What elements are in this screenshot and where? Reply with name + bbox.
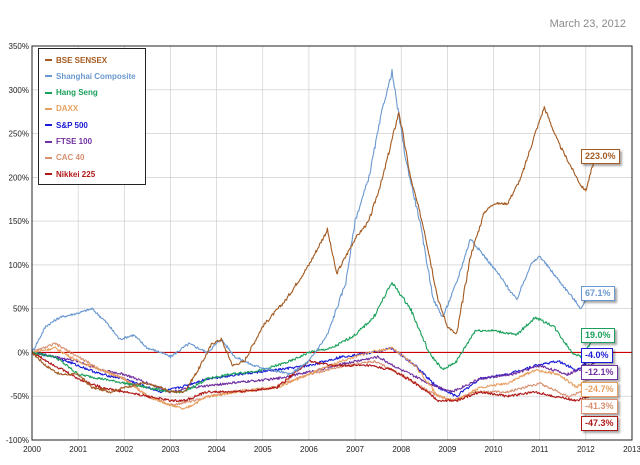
- y-tick-label: -100%: [6, 436, 29, 445]
- x-tick-label: 2010: [485, 445, 503, 454]
- y-tick-label: 200%: [9, 173, 29, 182]
- legend-swatch: [45, 173, 52, 176]
- legend-item: Shanghai Composite: [45, 70, 136, 82]
- legend-item: Hang Seng: [45, 87, 98, 99]
- x-tick-label: 2006: [300, 445, 318, 454]
- series-lines: [31, 68, 596, 410]
- series-line-shanghai-composite: [31, 68, 596, 376]
- x-tick-label: 2011: [531, 445, 549, 454]
- end-value-label: -12.1%: [581, 364, 618, 380]
- y-tick-label: 300%: [9, 86, 29, 95]
- end-value-label: 19.0%: [581, 327, 615, 343]
- x-tick-label: 2005: [254, 445, 272, 454]
- x-tick-label: 2013: [623, 445, 640, 454]
- legend-item: Nikkei 225: [45, 168, 95, 180]
- y-tick-label: 150%: [9, 217, 29, 226]
- series-line-nikkei-225: [31, 351, 596, 403]
- legend-label: FTSE 100: [56, 137, 93, 146]
- end-value-label: -24.7%: [581, 381, 618, 397]
- x-tick-label: 2001: [69, 445, 87, 454]
- y-axis-ticks: 350% 300% 250% 200% 150% 100% 50% 0% -50% -100%: [6, 42, 29, 445]
- x-axis-ticks: 2000 2001 2002 2003 2004 2005 2006 2007 2008 2009…: [23, 445, 640, 454]
- series-line-bse-sensex: [31, 106, 596, 394]
- legend-item: BSE SENSEX: [45, 54, 107, 66]
- series-line-hang-seng: [31, 282, 596, 394]
- legend-swatch: [45, 59, 52, 61]
- legend-item: FTSE 100: [45, 136, 92, 148]
- end-value-label: -47.3%: [581, 415, 618, 431]
- end-value-label: 223.0%: [581, 149, 620, 165]
- plot-frame: [31, 45, 633, 441]
- x-tick-label: 2000: [23, 445, 41, 454]
- legend-label: Hang Seng: [56, 88, 98, 98]
- y-tick-label: 100%: [9, 261, 29, 270]
- date-label: March 23, 2012: [549, 18, 626, 30]
- end-value-label: -4.0%: [581, 347, 613, 363]
- y-tick-label: 250%: [9, 130, 29, 139]
- series-line-ftse-100: [31, 351, 596, 394]
- legend-item: CAC 40: [45, 152, 84, 164]
- legend-swatch: [45, 75, 52, 78]
- legend-swatch: [45, 91, 52, 94]
- legend-swatch: [45, 156, 52, 159]
- y-tick-label: 50%: [13, 305, 29, 314]
- legend-swatch: [45, 107, 52, 110]
- x-tick-label: 2012: [577, 445, 595, 454]
- chart-legend: BSE SENSEX Shanghai Composite Hang Seng DAX…: [38, 48, 146, 185]
- legend-label: Shanghai Composite: [56, 71, 136, 81]
- end-value-label: -41.3%: [581, 398, 618, 414]
- end-value-label: 67.1%: [581, 285, 615, 301]
- legend-swatch: [45, 124, 52, 127]
- legend-item: S&P 500: [45, 119, 88, 131]
- legend-label: CAC 40: [56, 153, 85, 163]
- legend-item: DAXX: [45, 103, 78, 115]
- x-tick-label: 2007: [346, 445, 364, 454]
- x-tick-label: 2003: [162, 445, 180, 454]
- legend-label: Nikkei 225: [56, 169, 96, 179]
- y-tick-label: 0%: [17, 348, 29, 357]
- x-tick-label: 2008: [392, 445, 410, 454]
- legend-label: BSE SENSEX: [56, 55, 108, 65]
- x-tick-label: 2002: [115, 445, 133, 454]
- y-tick-label: 350%: [9, 42, 29, 51]
- y-tick-label: -50%: [10, 392, 29, 401]
- x-tick-label: 2009: [438, 445, 456, 454]
- legend-label: DAXX: [56, 104, 79, 114]
- x-tick-label: 2004: [208, 445, 226, 454]
- legend-swatch: [45, 140, 52, 143]
- legend-label: S&P 500: [56, 120, 88, 130]
- series-line-daxx: [31, 346, 596, 410]
